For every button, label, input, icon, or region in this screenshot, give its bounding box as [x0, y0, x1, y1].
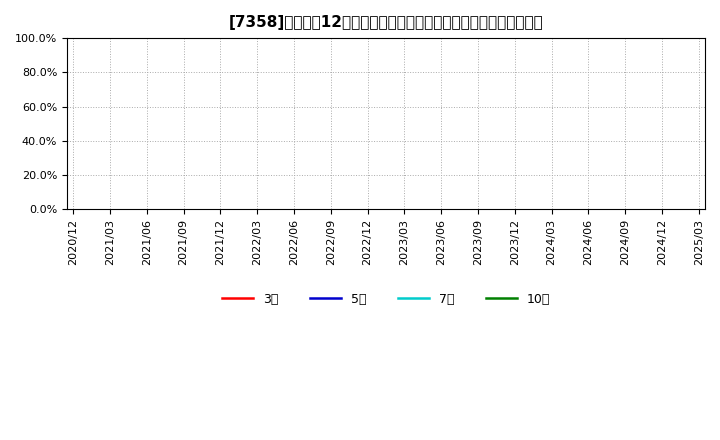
- Title: [7358]　売上高12か月移動合計の対前年同期増減率の平均値の推移: [7358] 売上高12か月移動合計の対前年同期増減率の平均値の推移: [229, 15, 544, 30]
- Legend: 3年, 5年, 7年, 10年: 3年, 5年, 7年, 10年: [217, 288, 555, 311]
